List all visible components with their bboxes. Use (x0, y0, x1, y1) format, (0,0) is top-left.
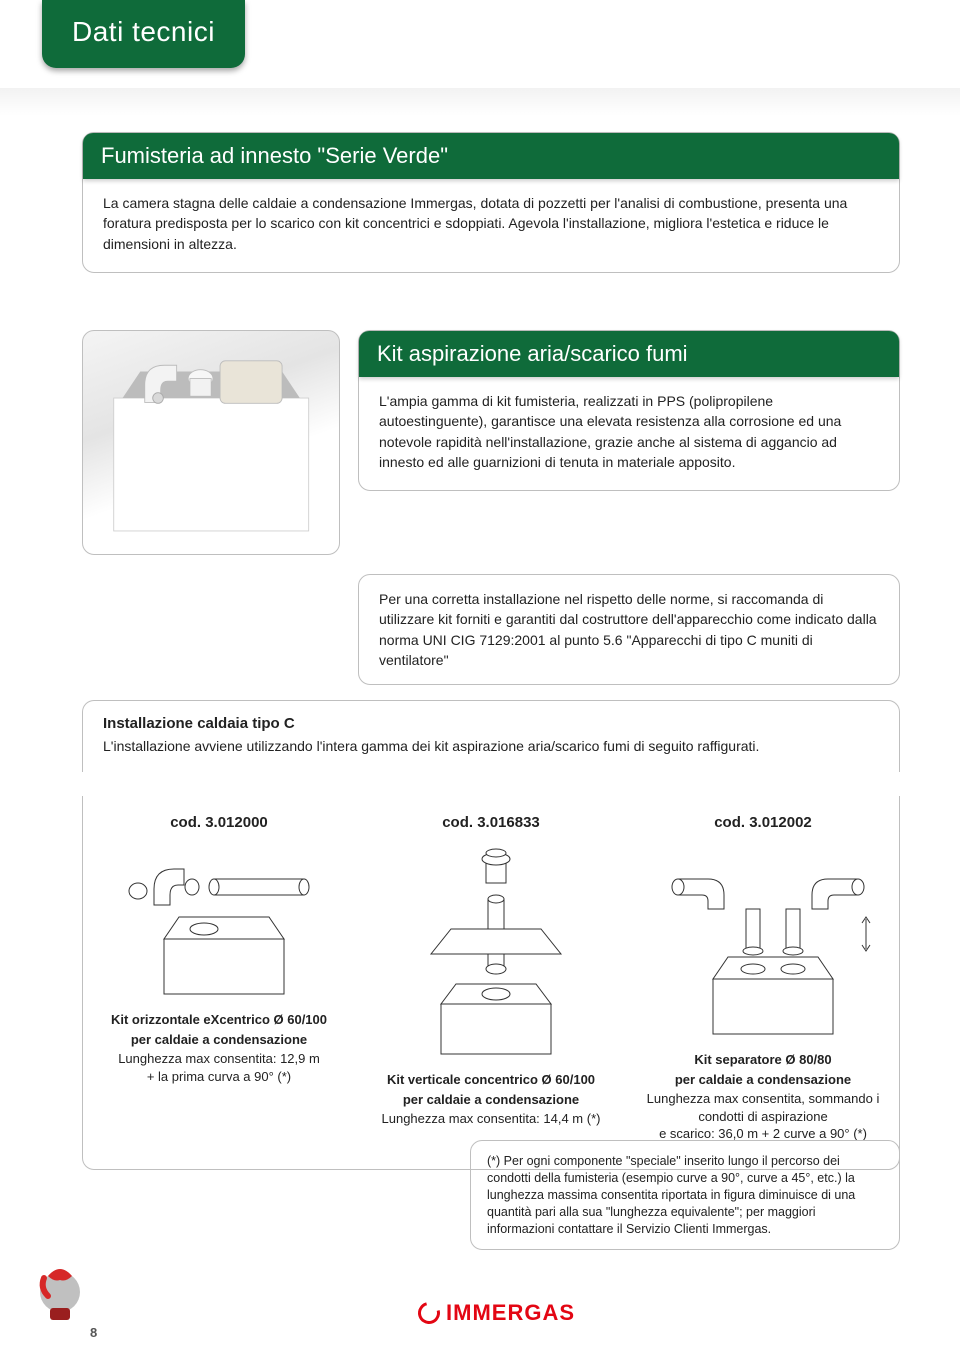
kit1-note1: Lunghezza max consentita: 12,9 m (118, 1051, 320, 1066)
kit1-note2: + la prima curva a 90° (*) (147, 1069, 291, 1084)
page-tab: Dati tecnici (42, 0, 245, 68)
kit1-diagram (114, 839, 324, 999)
footer-logo-text: IMMERGAS (446, 1300, 575, 1326)
kit-col-3: cod. 3.012002 Kit separatore Ø 80/80 per… (627, 814, 899, 1143)
footnote-box: (*) Per ogni componente "speciale" inser… (470, 1140, 900, 1250)
kits-wrap: cod. 3.012000 Kit orizzontale eXcentrico… (82, 796, 900, 1170)
kit3-code: cod. 3.012002 (639, 814, 887, 831)
kit2-code: cod. 3.016833 (367, 814, 615, 831)
intro-title: Fumisteria ad innesto "Serie Verde" (83, 133, 899, 179)
intro-box: Fumisteria ad innesto "Serie Verde" La c… (82, 132, 900, 273)
kit-col-1: cod. 3.012000 Kit orizzontale eXcentrico… (83, 814, 355, 1143)
note-text: Per una corretta installazione nel rispe… (379, 589, 879, 670)
kit1-sub: per caldaie a condensazione (95, 1031, 343, 1049)
boiler-top-illustration (96, 342, 326, 543)
page-number: 8 (90, 1325, 97, 1340)
kit1-title: Kit orizzontale eXcentrico Ø 60/100 (95, 1011, 343, 1029)
install-body: L'installazione avviene utilizzando l'in… (103, 736, 879, 756)
logo-swirl-icon (414, 1298, 444, 1328)
kit2-diagram (386, 839, 596, 1059)
kit-box: Kit aspirazione aria/scarico fumi L'ampi… (358, 330, 900, 491)
kit2-note1: Lunghezza max consentita: 14,4 m (*) (382, 1111, 601, 1126)
header-gloss (0, 88, 960, 116)
kit1-code: cod. 3.012000 (95, 814, 343, 831)
kit2-title: Kit verticale concentrico Ø 60/100 (367, 1071, 615, 1089)
intro-body: La camera stagna delle caldaie a condens… (103, 193, 879, 254)
kit-title: Kit aspirazione aria/scarico fumi (359, 331, 899, 377)
kit2-sub: per caldaie a condensazione (367, 1091, 615, 1109)
install-box: Installazione caldaia tipo C L'installaz… (82, 700, 900, 772)
kit-body: L'ampia gamma di kit fumisteria, realizz… (379, 391, 879, 472)
kit3-note1: Lunghezza max consentita, sommando i con… (647, 1091, 880, 1124)
note-box: Per una corretta installazione nel rispe… (358, 574, 900, 685)
kit3-title: Kit separatore Ø 80/80 (639, 1051, 887, 1069)
product-photo (82, 330, 340, 555)
mascot-icon (30, 1264, 90, 1324)
install-subtitle: Installazione caldaia tipo C (103, 715, 879, 732)
kit-col-2: cod. 3.016833 Kit verticale concentrico … (355, 814, 627, 1143)
footer-logo: IMMERGAS (418, 1300, 575, 1326)
kit3-diagram (648, 839, 878, 1039)
kit3-sub: per caldaie a condensazione (639, 1071, 887, 1089)
kit3-note2: e scarico: 36,0 m + 2 curve a 90° (*) (659, 1126, 867, 1141)
footnote-text: (*) Per ogni componente "speciale" inser… (487, 1153, 883, 1237)
